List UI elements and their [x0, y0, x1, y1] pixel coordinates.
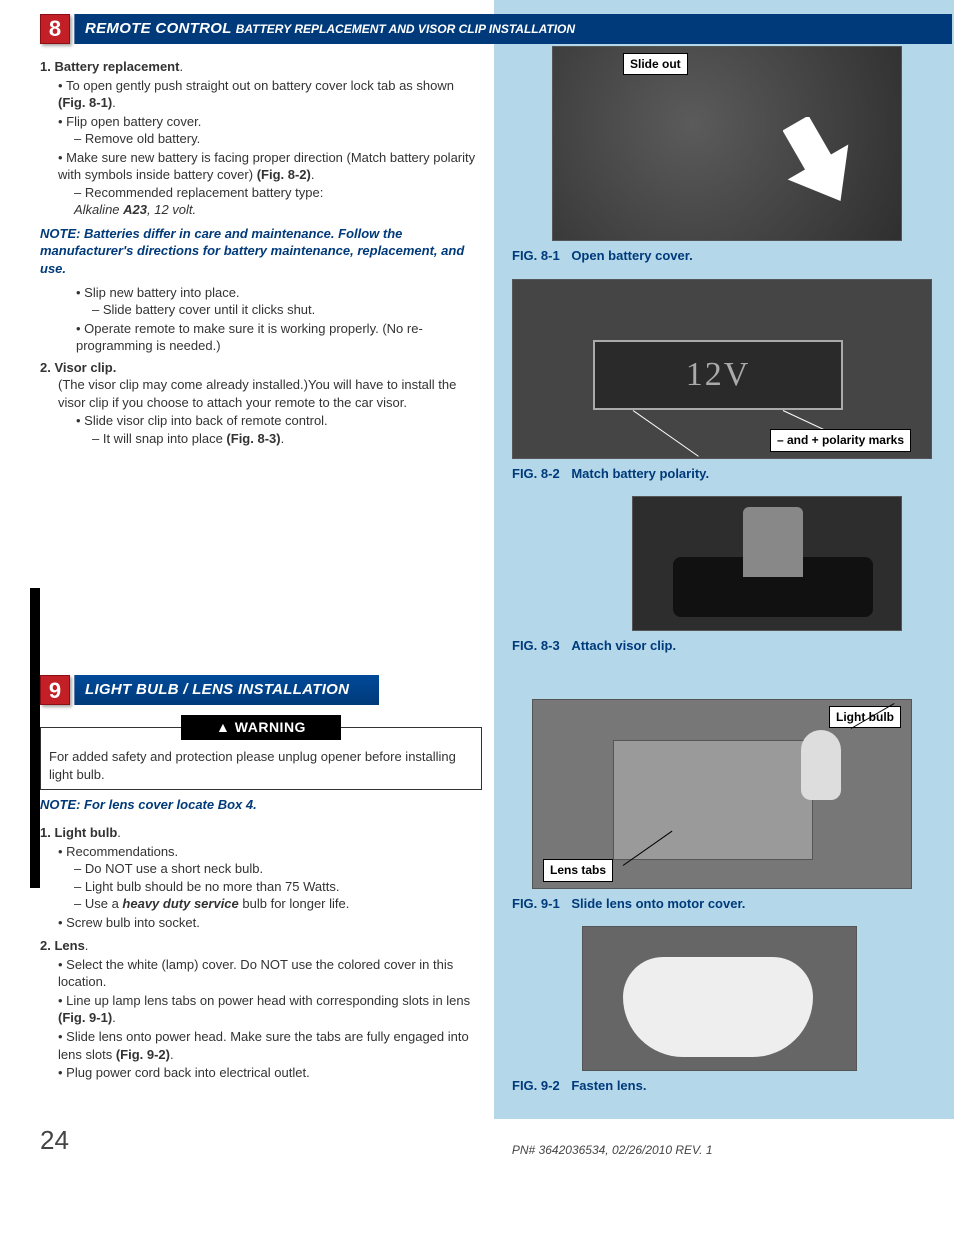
figure-caption: FIG. 8-1 Open battery cover.	[512, 247, 936, 265]
list-item: Light bulb should be no more than 75 Wat…	[74, 878, 482, 896]
text: Slide visor clip into back of remote con…	[84, 413, 328, 428]
text: It will snap into place	[103, 431, 227, 446]
fig-ref: (Fig. 8-2)	[257, 167, 311, 182]
note-text: NOTE: For lens cover locate Box 4.	[40, 796, 482, 814]
fig-ref: (Fig. 8-3)	[226, 431, 280, 446]
list-item: Slide battery cover until it clicks shut…	[92, 301, 482, 319]
text: Line up lamp lens tabs on power head wit…	[66, 993, 470, 1008]
warning-icon: ▲	[216, 719, 230, 735]
binder-margin	[0, 0, 40, 1119]
caption-desc: Open battery cover.	[571, 248, 692, 263]
text: Flip open battery cover.	[66, 114, 201, 129]
list-item: Remove old battery.	[74, 130, 482, 148]
fig-ref: (Fig. 9-1)	[58, 1010, 112, 1025]
item-label: 2. Visor clip.	[40, 360, 116, 375]
caption-desc: Match battery polarity.	[571, 466, 709, 481]
section-8-header: 8 REMOTE CONTROL BATTERY REPLACEMENT AND…	[40, 14, 952, 44]
section-9-header: 9 LIGHT BULB / LENS INSTALLATION	[40, 675, 482, 705]
section-title-main: LIGHT BULB / LENS INSTALLATION	[85, 680, 349, 700]
figure-label: – and + polarity marks	[770, 429, 911, 451]
warning-header: ▲ WARNING	[181, 715, 341, 740]
figure-caption: FIG. 9-1 Slide lens onto motor cover.	[512, 895, 936, 913]
item-label: 1. Light bulb	[40, 825, 117, 840]
note-text: NOTE: Batteries differ in care and maint…	[40, 225, 482, 278]
section-title-main: REMOTE CONTROL	[85, 19, 232, 39]
figure-caption: FIG. 8-3 Attach visor clip.	[512, 637, 936, 655]
figure-caption: FIG. 9-2 Fasten lens.	[512, 1077, 936, 1095]
text: To open gently push straight out on batt…	[66, 78, 454, 93]
caption-id: FIG. 8-3	[512, 638, 560, 653]
caption-desc: Fasten lens.	[571, 1078, 646, 1093]
list-item: Screw bulb into socket.	[58, 914, 482, 932]
binder-tab	[30, 588, 40, 888]
figure-image: Slide out	[552, 46, 902, 241]
figure-label: Slide out	[623, 53, 688, 75]
fig-ref: (Fig. 9-2)	[116, 1047, 170, 1062]
list-item: Make sure new battery is facing proper d…	[58, 149, 482, 219]
list-item: Recommended replacement battery type: Al…	[74, 184, 482, 219]
list-item: Recommendations. Do NOT use a short neck…	[58, 843, 482, 913]
caption-desc: Slide lens onto motor cover.	[571, 896, 745, 911]
figure-label: Light bulb	[829, 706, 901, 728]
list-item: Line up lamp lens tabs on power head wit…	[58, 992, 482, 1027]
list-item: Use a heavy duty service bulb for longer…	[74, 895, 482, 913]
item-label: 1. Battery replacement	[40, 59, 179, 74]
figure-label: Lens tabs	[543, 859, 613, 881]
warning-body: For added safety and protection please u…	[41, 744, 481, 789]
list-item: Slip new battery into place. Slide batte…	[76, 284, 482, 319]
caption-desc: Attach visor clip.	[571, 638, 676, 653]
section-9-body: 1. Light bulb. Recommendations. Do NOT u…	[40, 824, 482, 1082]
figure-caption: FIG. 8-2 Match battery polarity.	[512, 465, 936, 483]
section-number: 8	[49, 14, 61, 44]
caption-id: FIG. 8-1	[512, 248, 560, 263]
fig-ref: (Fig. 8-1)	[58, 95, 112, 110]
figure-8-2: 12V – and + polarity marks FIG. 8-2 Matc…	[512, 279, 936, 483]
figure-8-1: Slide out FIG. 8-1 Open battery cover.	[512, 46, 936, 265]
list-item: Do NOT use a short neck bulb.	[74, 860, 482, 878]
text: Recommended replacement battery type:	[85, 185, 323, 200]
figure-column: Slide out FIG. 8-1 Open battery cover. 1…	[494, 0, 954, 1119]
list-item: Select the white (lamp) cover. Do NOT us…	[58, 956, 482, 991]
caption-id: FIG. 9-2	[512, 1078, 560, 1093]
figure-image	[632, 496, 902, 631]
page-number: 24	[40, 1123, 69, 1158]
list-item: It will snap into place (Fig. 8-3).	[92, 430, 482, 448]
list-item: Operate remote to make sure it is workin…	[76, 320, 482, 355]
text: Use a	[85, 896, 123, 911]
arrow-icon	[783, 117, 863, 217]
section-title-bar: LIGHT BULB / LENS INSTALLATION	[74, 675, 379, 705]
page-footer: 24 PN# 3642036534, 02/26/2010 REV. 1	[0, 1119, 954, 1168]
battery-mark: 12V	[686, 352, 751, 398]
caption-id: FIG. 9-1	[512, 896, 560, 911]
section-title-sub: BATTERY REPLACEMENT AND VISOR CLIP INSTA…	[236, 21, 575, 37]
section-number-chip: 9	[40, 675, 70, 705]
text: (The visor clip may come already install…	[58, 377, 456, 410]
text: heavy duty service	[122, 896, 238, 911]
text: Slip new battery into place.	[84, 285, 239, 300]
warning-label: WARNING	[235, 719, 306, 735]
footer-meta: PN# 3642036534, 02/26/2010 REV. 1	[512, 1142, 713, 1158]
caption-id: FIG. 8-2	[512, 466, 560, 481]
section-title-bar: REMOTE CONTROL BATTERY REPLACEMENT AND V…	[74, 14, 952, 44]
list-item: Flip open battery cover. Remove old batt…	[58, 113, 482, 148]
text: bulb for longer life.	[239, 896, 350, 911]
figure-9-1: Light bulb Lens tabs FIG. 9-1 Slide lens…	[512, 699, 936, 913]
warning-box: ▲ WARNING For added safety and protectio…	[40, 727, 482, 790]
figure-image: 12V – and + polarity marks	[512, 279, 932, 459]
list-item: Plug power cord back into electrical out…	[58, 1064, 482, 1082]
list-item: To open gently push straight out on batt…	[58, 77, 482, 112]
list-item: Slide lens onto power head. Make sure th…	[58, 1028, 482, 1063]
text: Recommendations.	[66, 844, 178, 859]
figure-8-3: FIG. 8-3 Attach visor clip.	[512, 496, 936, 655]
list-item: Slide visor clip into back of remote con…	[76, 412, 482, 447]
text: Alkaline A23, 12 volt.	[74, 202, 196, 217]
figure-image	[582, 926, 857, 1071]
section-number-chip: 8	[40, 14, 70, 44]
figure-image: Light bulb Lens tabs	[532, 699, 912, 889]
item-label: 2. Lens	[40, 938, 85, 953]
figure-9-2: FIG. 9-2 Fasten lens.	[512, 926, 936, 1095]
main-column: 8 REMOTE CONTROL BATTERY REPLACEMENT AND…	[40, 0, 494, 1119]
section-8-body: 1. Battery replacement. To open gently p…	[40, 58, 482, 447]
section-number: 9	[49, 676, 61, 706]
